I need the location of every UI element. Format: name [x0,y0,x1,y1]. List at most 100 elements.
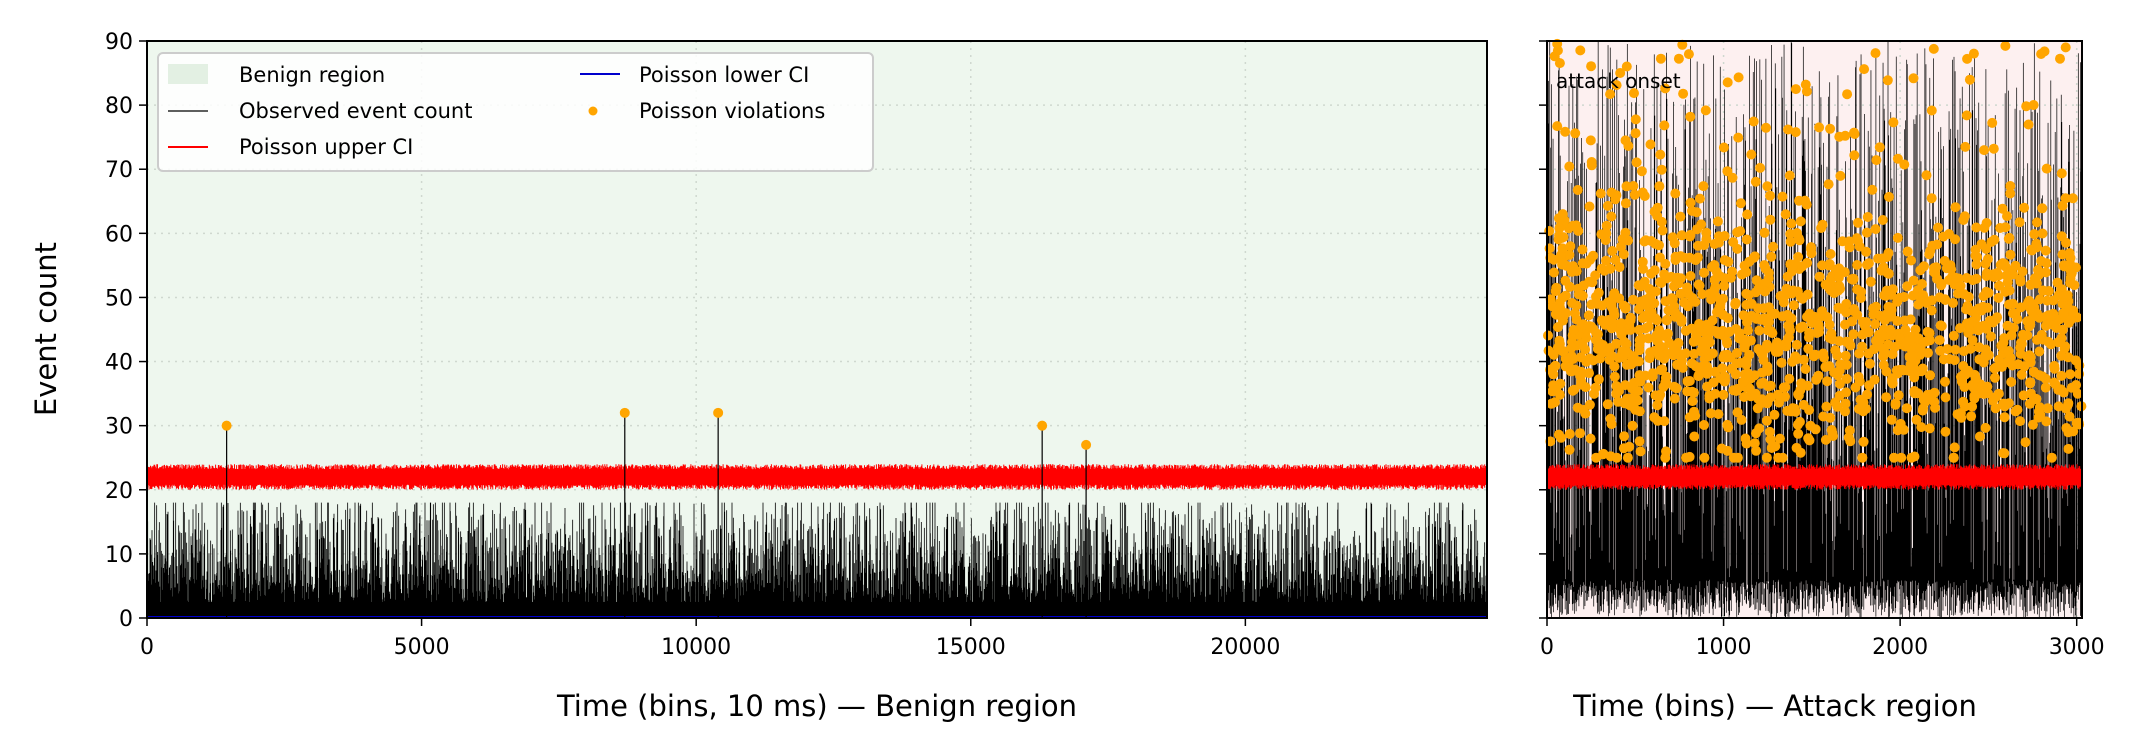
attack-violation-point [2031,238,2042,249]
attack-violation-point [1761,122,1771,133]
attack-violation-point [1985,331,1996,342]
attack-violation-point [1694,193,1705,204]
attack-violation-point [1585,135,1596,146]
attack-violation-point [1564,444,1575,455]
attack-violation-point [2015,274,2026,285]
attack-violation-point [1981,323,1992,334]
attack-violation-point [1629,189,1640,200]
attack-violation-point [1750,176,1761,187]
attack-violation-point [1661,371,1672,382]
attack-violation-point [1995,223,2006,233]
attack-violation-point [1945,260,1956,271]
attack-violation-point [2042,403,2053,414]
attack-x-axis-title: Time (bins) — Attack region [1572,689,1977,723]
violation-point [1037,420,1048,431]
attack-violation-point [1655,389,1666,400]
attack-violation-point [1913,299,1924,310]
attack-violation-point [1552,45,1563,56]
attack-violation-point [1782,309,1793,320]
attack-violation-point [1662,314,1673,325]
attack-violation-point [1643,333,1654,344]
attack-violation-point [1982,388,1993,399]
attack-violation-point [1942,344,1953,355]
attack-violation-point [1892,153,1903,164]
violation-point [619,407,630,418]
benign-violation-series [221,407,1092,618]
attack-violation-point [1702,361,1713,372]
attack-violation-point [1699,452,1710,463]
attack-violation-point [1915,265,1926,276]
attack-violation-point [1852,284,1863,295]
attack-violation-point [1762,361,1773,372]
attack-violation-point [1959,211,1970,222]
attack-violation-point [2007,360,2018,371]
attack-violation-point [1859,64,1870,75]
attack-violation-point [1552,121,1563,132]
attack-violation-point [1580,408,1591,419]
attack-violation-point [1925,335,1936,346]
attack-violation-point [1994,280,2005,291]
attack-violation-point [1841,359,1852,370]
benign-x-tick-label: 0 [140,635,154,660]
attack-violation-point [1783,333,1794,344]
attack-violation-point [1639,236,1650,247]
attack-violation-point [1905,359,1916,370]
attack-violation-point [1694,318,1705,329]
attack-violation-point [1748,252,1759,263]
attack-violation-point [1888,117,1899,128]
attack-violation-point [1893,390,1904,401]
attack-violation-point [1601,228,1612,239]
attack-violation-point [1597,344,1608,355]
attack-violation-point [1902,281,1913,292]
attack-violation-point [1735,198,1746,209]
violation-point [221,420,232,431]
attack-violation-point [2021,101,2032,112]
attack-violation-point [1639,191,1650,201]
attack-violation-point [1565,241,1576,252]
attack-violation-point [2043,336,2054,347]
attack-violation-point [1759,260,1770,271]
attack-violation-point [1746,149,1757,160]
attack-violation-point [1964,74,1975,85]
attack-violation-point [1993,270,2004,281]
attack-violation-point [1583,310,1594,321]
attack-violation-point [2028,366,2039,377]
y-axis-title: Event count [29,242,63,416]
benign-x-axis: 0 5000 10000 15000 20000 [140,618,1280,660]
attack-violation-point [1993,292,2004,303]
attack-violation-point [1682,282,1693,293]
attack-violation-point [1971,222,1982,233]
attack-violation-point [1865,276,1876,287]
attack-violation-point [1907,350,1918,361]
attack-violation-point [2028,100,2039,110]
attack-violation-point [1874,142,1885,153]
attack-violation-point [1678,88,1689,99]
attack-violation-point [1940,392,1951,403]
attack-violation-point [2016,337,2026,348]
attack-violation-point [1960,369,1971,380]
attack-violation-point [1790,351,1801,362]
legend-label-lower-ci: Poisson lower CI [639,63,809,87]
attack-violation-point [1873,329,1884,340]
attack-violation-point [1755,347,1766,358]
attack-violation-point [1637,256,1648,267]
attack-violation-point [2060,42,2071,53]
attack-violation-point [1886,414,1897,425]
attack-violation-point [1993,388,2004,399]
attack-violation-series [1543,38,2087,463]
attack-violation-point [1823,179,1834,190]
attack-violation-point [1587,277,1598,288]
benign-y-axis: 0 10 20 30 40 50 60 70 80 90 [105,30,147,632]
attack-violation-point [1998,337,2009,348]
attack-violation-point [1834,378,1845,389]
legend-swatch-violations [588,106,598,116]
attack-violation-point [1650,286,1661,297]
attack-violation-point [1913,333,1924,344]
attack-violation-point [1979,222,1990,233]
attack-violation-point [1670,255,1681,265]
attack-violation-point [1918,394,1929,405]
attack-violation-point [1849,150,1860,161]
attack-violation-point [1762,325,1773,336]
attack-violation-point [1575,45,1586,56]
attack-violation-point [1685,229,1696,240]
